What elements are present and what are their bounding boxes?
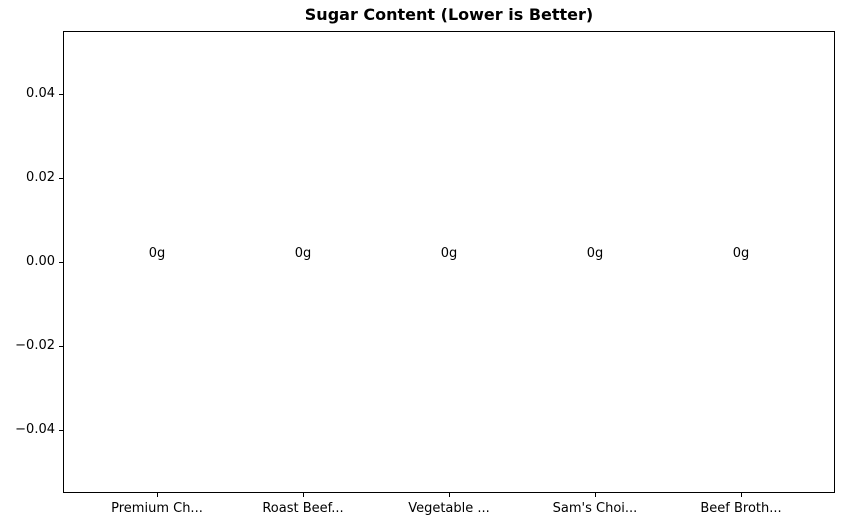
x-axis-category-label: Beef Broth... bbox=[700, 501, 782, 516]
bar-value-label: 0g bbox=[148, 246, 166, 261]
x-tick-mark bbox=[157, 493, 158, 497]
y-tick-mark bbox=[59, 262, 63, 263]
y-tick-mark bbox=[59, 430, 63, 431]
y-axis-tick-label: −0.02 bbox=[15, 338, 55, 353]
x-tick-mark bbox=[449, 493, 450, 497]
bar-value-label: 0g bbox=[440, 246, 458, 261]
bar-value-label: 0g bbox=[732, 246, 750, 261]
bar-value-label: 0g bbox=[294, 246, 312, 261]
y-tick-mark bbox=[59, 178, 63, 179]
y-axis-tick-label: 0.04 bbox=[26, 86, 55, 101]
x-tick-mark bbox=[741, 493, 742, 497]
y-tick-mark bbox=[59, 94, 63, 95]
x-tick-mark bbox=[595, 493, 596, 497]
x-tick-mark bbox=[303, 493, 304, 497]
y-axis-tick-label: 0.00 bbox=[26, 254, 55, 269]
x-axis-category-label: Roast Beef... bbox=[262, 501, 344, 516]
x-axis-category-label: Sam's Choi... bbox=[552, 501, 638, 516]
y-axis-tick-label: −0.04 bbox=[15, 422, 55, 437]
x-axis-category-label: Vegetable ... bbox=[408, 501, 490, 516]
chart-title: Sugar Content (Lower is Better) bbox=[304, 5, 594, 24]
y-tick-mark bbox=[59, 346, 63, 347]
plot-area bbox=[63, 31, 835, 493]
bar-value-label: 0g bbox=[586, 246, 604, 261]
x-axis-category-label: Premium Ch... bbox=[111, 501, 203, 516]
y-axis-tick-label: 0.02 bbox=[26, 170, 55, 185]
